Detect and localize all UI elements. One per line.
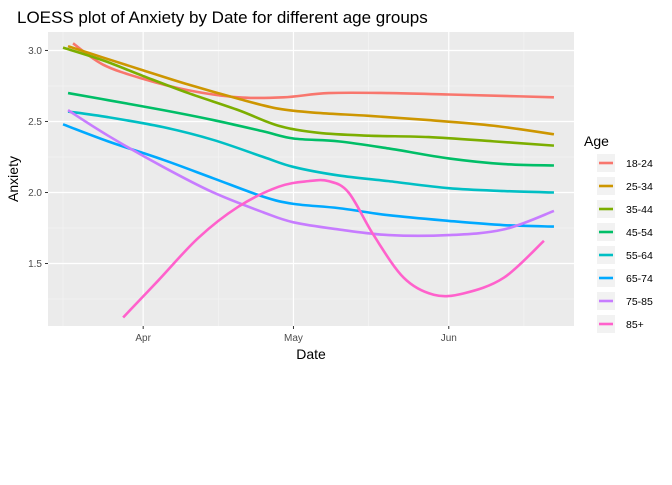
legend: Age 18-24 25-34 35-44 45-54 55-64 65-74 75-85 8… [584,133,653,333]
legend-label: 55-64 [626,250,653,262]
series-line-45-54 [67,91,554,167]
y-tick-label: 2.5 [28,117,42,128]
legend-title: Age [584,133,609,149]
x-tick-label: Apr [135,333,151,344]
series-lines [62,42,555,319]
series-line-75-85 [67,109,555,238]
legend-label: 85+ [626,319,644,331]
series-line-35-44 [62,46,555,147]
legend-label: 65-74 [626,273,653,285]
y-tick-label: 2.0 [28,188,42,199]
y-axis: 1.5 2.0 2.5 3.0 [28,46,48,270]
x-axis-title: Date [296,346,326,362]
legend-label: 25-34 [626,181,653,193]
legend-label: 35-44 [626,204,653,216]
plot-panel [48,32,574,326]
series-line-25-34 [67,44,555,136]
legend-label: 45-54 [626,227,653,239]
x-axis: Apr May Jun [135,326,457,344]
series-line-55-64 [67,110,554,194]
chart-title: LOESS plot of Anxiety by Date for differ… [17,8,428,27]
x-tick-label: Jun [441,333,457,344]
series-line-85+ [122,178,545,319]
x-tick-label: May [284,333,303,344]
series-line-65-74 [62,123,554,228]
y-tick-label: 3.0 [28,46,42,57]
y-tick-label: 1.5 [28,259,42,270]
legend-label: 18-24 [626,158,653,170]
series-line-18-24 [72,42,554,100]
legend-label: 75-85 [626,296,653,308]
y-axis-title: Anxiety [5,156,21,202]
